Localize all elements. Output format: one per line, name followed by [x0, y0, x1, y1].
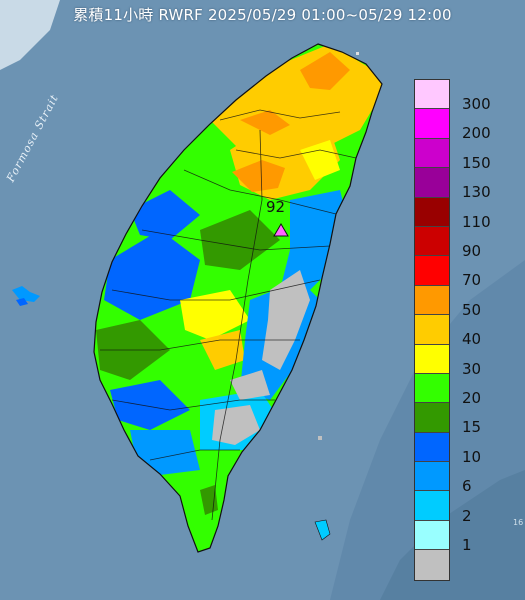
- legend-label: 15: [462, 418, 482, 437]
- legend-label: 40: [462, 330, 482, 349]
- legend-swatch: [415, 432, 449, 463]
- max-rainfall-value: 92: [266, 198, 286, 216]
- legend-label: 10: [462, 447, 482, 466]
- legend-label: 30: [462, 359, 482, 378]
- legend-swatch: [415, 168, 449, 198]
- legend-swatch: [415, 285, 449, 316]
- legend-swatch: [415, 109, 449, 139]
- legend-label: 20: [462, 389, 482, 407]
- legend-label: 90: [462, 242, 482, 260]
- legend-label: 130: [462, 183, 491, 202]
- legend-label: 50: [462, 300, 482, 319]
- legend-swatch: [415, 226, 449, 257]
- corner-text: 16: [513, 518, 524, 527]
- legend-swatch: [415, 550, 449, 580]
- legend-label: 70: [462, 271, 482, 290]
- legend-label: 6: [462, 477, 472, 496]
- offshore-islands: [12, 52, 359, 541]
- legend-swatch: [415, 403, 449, 433]
- color-legend: [414, 79, 450, 581]
- legend-label: 300: [462, 95, 491, 113]
- legend-label: 150: [462, 153, 491, 172]
- map-title: 累積11小時 RWRF 2025/05/29 01:00~05/29 12:00: [73, 6, 452, 24]
- legend-swatch: [415, 256, 449, 286]
- legend-label: 200: [462, 124, 491, 143]
- legend-swatch: [415, 344, 449, 374]
- legend-swatch: [415, 462, 449, 492]
- legend-swatch: [415, 138, 449, 169]
- legend-swatch: [415, 197, 449, 227]
- legend-swatch: [415, 491, 449, 521]
- legend-swatch: [415, 520, 449, 551]
- triangle-icon: [273, 223, 289, 237]
- legend-label: 110: [462, 212, 491, 231]
- coastline: [93, 43, 383, 553]
- legend-swatch: [415, 315, 449, 345]
- legend-swatch: [415, 373, 449, 404]
- legend-swatch: [415, 80, 449, 110]
- legend-label: 2: [462, 506, 472, 525]
- legend-label: 1: [462, 536, 472, 554]
